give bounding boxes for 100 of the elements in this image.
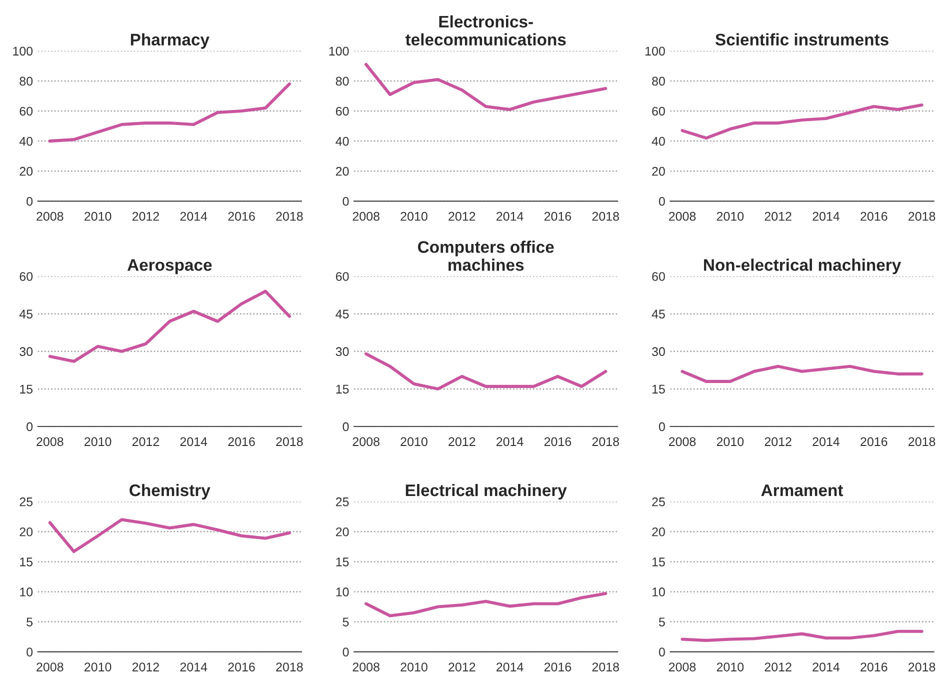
y-tick-label: 40: [652, 136, 665, 146]
y-tick-label: 15: [20, 558, 33, 566]
y-tick-label: 60: [336, 272, 349, 281]
y-tick-label: 30: [652, 347, 665, 356]
y-tick-label: 30: [336, 347, 349, 356]
x-tick-label: 2008: [36, 662, 64, 672]
y-tick-label: 0: [26, 422, 33, 432]
y-tick-label: 20: [652, 166, 665, 176]
line-series: [48, 290, 291, 363]
y-tick-label: 15: [336, 558, 349, 566]
y-tick-label: 10: [652, 588, 665, 596]
x-tick-label: 2012: [764, 437, 792, 446]
x-tick-label: 2010: [84, 437, 112, 446]
x-tick-label: 2016: [544, 212, 572, 221]
x-tick-label: 2016: [544, 437, 572, 446]
chart-title: Armament: [761, 484, 844, 496]
y-tick-label: 80: [20, 76, 33, 86]
x-tick-label: 2012: [448, 662, 476, 672]
chart-title: Pharmacy: [130, 33, 210, 49]
x-tick-label: 2012: [132, 437, 159, 446]
chart-title: Electrical machinery: [406, 484, 567, 500]
x-tick-label: 2010: [400, 662, 428, 672]
x-tick-label: 2016: [860, 662, 888, 672]
y-tick-label: 15: [652, 558, 665, 566]
x-tick-label: 2016: [860, 212, 888, 221]
x-tick-label: 2008: [352, 662, 380, 672]
y-tick-label: 20: [652, 527, 665, 536]
x-tick-label: 2008: [668, 662, 696, 672]
x-tick-label: 2012: [764, 212, 792, 221]
y-tick-label: 60: [652, 106, 665, 116]
x-tick-label: 2008: [668, 437, 696, 446]
line-series: [680, 630, 924, 642]
chart-title: Computers office machines: [418, 240, 554, 271]
line-series: [364, 352, 608, 390]
line-series: [364, 62, 608, 112]
x-tick-label: 2012: [132, 212, 159, 221]
line-series: [680, 364, 924, 383]
y-tick-label: 15: [652, 384, 665, 394]
y-tick-label: 20: [336, 527, 349, 536]
x-tick-label: 2008: [668, 212, 696, 221]
x-tick-label: 2012: [448, 437, 476, 446]
y-tick-label: 20: [336, 166, 349, 176]
y-tick-label: 0: [658, 422, 665, 432]
x-tick-label: 2010: [716, 212, 744, 221]
y-tick-label: 60: [20, 272, 33, 281]
x-tick-label: 2014: [496, 212, 524, 221]
y-tick-label: 0: [342, 422, 349, 432]
x-tick-label: 2014: [496, 662, 524, 672]
y-tick-label: 0: [26, 648, 33, 656]
chart-title: Non-electrical machinery: [704, 258, 902, 274]
x-tick-label: 2008: [352, 437, 380, 446]
y-tick-label: 0: [26, 196, 33, 206]
x-tick-label: 2012: [448, 212, 476, 221]
x-tick-label: 2018: [908, 437, 936, 446]
x-tick-label: 2018: [592, 437, 619, 446]
y-tick-label: 80: [336, 76, 349, 86]
x-tick-label: 2016: [228, 212, 255, 221]
x-tick-label: 2010: [84, 212, 112, 221]
y-tick-label: 40: [19, 136, 33, 146]
x-tick-label: 2018: [592, 212, 619, 221]
x-tick-label: 2008: [352, 212, 380, 221]
y-tick-label: 100: [329, 46, 349, 56]
chart-title: Electronics- telecommunications: [405, 15, 566, 46]
x-tick-label: 2014: [812, 662, 840, 672]
y-tick-label: 5: [26, 618, 33, 626]
y-tick-label: 0: [658, 648, 665, 656]
y-tick-label: 15: [336, 384, 349, 394]
y-tick-label: 5: [658, 618, 665, 626]
y-tick-label: 60: [20, 106, 33, 116]
y-tick-label: 20: [20, 527, 33, 536]
x-tick-label: 2016: [228, 437, 255, 446]
y-tick-label: 40: [336, 136, 349, 146]
y-tick-label: 25: [336, 497, 349, 506]
y-tick-label: 0: [342, 648, 349, 656]
x-tick-label: 2010: [400, 437, 428, 446]
y-tick-label: 10: [20, 588, 33, 596]
line-series: [680, 103, 924, 140]
y-tick-label: 60: [336, 106, 349, 116]
y-tick-label: 45: [336, 310, 349, 318]
x-tick-label: 2018: [276, 212, 303, 221]
y-tick-label: 100: [646, 46, 665, 56]
x-tick-label: 2014: [812, 212, 840, 221]
y-tick-label: 20: [20, 166, 33, 176]
y-tick-label: 60: [652, 272, 665, 281]
x-tick-label: 2014: [812, 437, 840, 446]
x-tick-label: 2010: [716, 437, 744, 446]
y-tick-label: 15: [20, 384, 33, 394]
x-tick-label: 2010: [400, 212, 428, 221]
x-tick-label: 2016: [544, 662, 572, 672]
line-series: [48, 82, 291, 143]
y-tick-label: 10: [336, 588, 349, 596]
x-tick-label: 2018: [276, 437, 303, 446]
x-tick-label: 2018: [908, 212, 936, 221]
x-tick-label: 2008: [36, 437, 64, 446]
x-tick-label: 2010: [716, 662, 744, 672]
y-tick-label: 45: [19, 310, 33, 318]
y-tick-label: 25: [20, 497, 33, 506]
y-tick-label: 5: [342, 618, 349, 626]
chart-title: Chemistry: [130, 484, 210, 500]
x-tick-label: 2008: [36, 212, 64, 221]
